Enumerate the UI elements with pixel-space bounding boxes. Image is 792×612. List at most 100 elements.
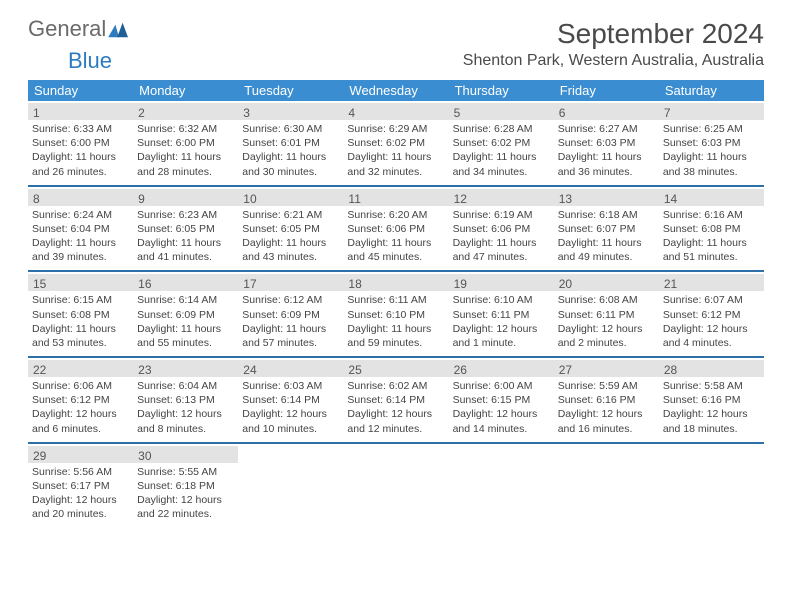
logo-mark-icon [108,21,130,39]
day-number: 4 [348,106,355,120]
weekday-header: Wednesday [343,80,448,101]
calendar-cell: 10 Sunrise: 6:21 AMSunset: 6:05 PMDayligh… [238,187,343,271]
day-number-strip: 16 [133,274,238,291]
day-number: 28 [664,363,677,377]
calendar-body: 1Sunrise: 6:33 AMSunset: 6:00 PMDaylight… [28,101,764,527]
day-details: Sunrise: 5:56 AMSunset: 6:17 PMDaylight:… [32,465,129,522]
day-number: 1 [33,106,40,120]
day-number-strip: 24 [238,360,343,377]
day-number: 19 [454,277,467,291]
calendar-cell [659,444,764,528]
day-number: 14 [664,192,677,206]
calendar-cell: 12 Sunrise: 6:19 AMSunset: 6:06 PMDayligh… [449,187,554,271]
calendar-header-row: SundayMondayTuesdayWednesdayThursdayFrid… [28,80,764,101]
calendar-cell: 6Sunrise: 6:27 AMSunset: 6:03 PMDaylight… [554,101,659,185]
day-details: Sunrise: 6:18 AMSunset: 6:07 PMDaylight:… [558,208,655,265]
day-details: Sunrise: 6:20 AMSunset: 6:06 PMDaylight:… [347,208,444,265]
calendar-cell: 15 Sunrise: 6:15 AMSunset: 6:08 PMDayligh… [28,272,133,356]
logo: General [28,18,130,40]
day-number-strip: 22 [28,360,133,377]
day-number: 9 [138,192,145,206]
calendar-cell: 1Sunrise: 6:33 AMSunset: 6:00 PMDaylight… [28,101,133,185]
day-details: Sunrise: 6:04 AMSunset: 6:13 PMDaylight:… [137,379,234,436]
day-number-strip: 20 [554,274,659,291]
day-number-strip: 25 [343,360,448,377]
weekday-header: Saturday [659,80,764,101]
calendar-cell: 14 Sunrise: 6:16 AMSunset: 6:08 PMDayligh… [659,187,764,271]
day-number-strip: 26 [449,360,554,377]
calendar-cell: 29 Sunrise: 5:56 AMSunset: 6:17 PMDayligh… [28,444,133,528]
calendar-cell: 26 Sunrise: 6:00 AMSunset: 6:15 PMDayligh… [449,358,554,442]
day-number: 17 [243,277,256,291]
day-details: Sunrise: 6:06 AMSunset: 6:12 PMDaylight:… [32,379,129,436]
day-number-strip: 9 [133,189,238,206]
calendar-cell: 24 Sunrise: 6:03 AMSunset: 6:14 PMDayligh… [238,358,343,442]
day-number: 16 [138,277,151,291]
day-number-strip: 29 [28,446,133,463]
calendar-cell [554,444,659,528]
day-number: 21 [664,277,677,291]
day-number: 24 [243,363,256,377]
calendar-cell: 7 Sunrise: 6:25 AMSunset: 6:03 PMDaylight… [659,101,764,185]
day-number: 7 [664,106,671,120]
day-details: Sunrise: 6:32 AMSunset: 6:00 PMDaylight:… [137,122,234,179]
day-details: Sunrise: 6:08 AMSunset: 6:11 PMDaylight:… [558,293,655,350]
day-number: 20 [559,277,572,291]
day-number: 3 [243,106,250,120]
weekday-header: Thursday [449,80,554,101]
calendar-row: 22 Sunrise: 6:06 AMSunset: 6:12 PMDayligh… [28,358,764,444]
day-details: Sunrise: 6:19 AMSunset: 6:06 PMDaylight:… [453,208,550,265]
day-number-strip: 6 [554,103,659,120]
day-number: 30 [138,449,151,463]
day-number-strip: 14 [659,189,764,206]
day-number-strip: 8 [28,189,133,206]
day-number: 6 [559,106,566,120]
day-number-strip: 10 [238,189,343,206]
day-number: 10 [243,192,256,206]
day-number-strip: 19 [449,274,554,291]
calendar-cell: 16 Sunrise: 6:14 AMSunset: 6:09 PMDayligh… [133,272,238,356]
calendar-cell: 20 Sunrise: 6:08 AMSunset: 6:11 PMDayligh… [554,272,659,356]
day-number-strip: 23 [133,360,238,377]
calendar-cell: 8 Sunrise: 6:24 AMSunset: 6:04 PMDaylight… [28,187,133,271]
day-details: Sunrise: 6:23 AMSunset: 6:05 PMDaylight:… [137,208,234,265]
day-details: Sunrise: 6:15 AMSunset: 6:08 PMDaylight:… [32,293,129,350]
day-details: Sunrise: 6:14 AMSunset: 6:09 PMDaylight:… [137,293,234,350]
day-number-strip: 18 [343,274,448,291]
weekday-header: Sunday [28,80,133,101]
day-details: Sunrise: 6:16 AMSunset: 6:08 PMDaylight:… [663,208,760,265]
day-number: 15 [33,277,46,291]
day-details: Sunrise: 5:58 AMSunset: 6:16 PMDaylight:… [663,379,760,436]
day-number-strip: 12 [449,189,554,206]
day-details: Sunrise: 6:00 AMSunset: 6:15 PMDaylight:… [453,379,550,436]
calendar-cell: 22 Sunrise: 6:06 AMSunset: 6:12 PMDayligh… [28,358,133,442]
day-number: 23 [138,363,151,377]
day-details: Sunrise: 6:07 AMSunset: 6:12 PMDaylight:… [663,293,760,350]
day-details: Sunrise: 6:11 AMSunset: 6:10 PMDaylight:… [347,293,444,350]
day-details: Sunrise: 6:28 AMSunset: 6:02 PMDaylight:… [453,122,550,179]
day-number: 25 [348,363,361,377]
day-number-strip: 4 [343,103,448,120]
day-number: 12 [454,192,467,206]
title-block: September 2024 Shenton Park, Western Aus… [463,18,764,70]
location: Shenton Park, Western Australia, Austral… [463,52,764,70]
calendar-row: 15 Sunrise: 6:15 AMSunset: 6:08 PMDayligh… [28,272,764,358]
calendar-cell: 28 Sunrise: 5:58 AMSunset: 6:16 PMDayligh… [659,358,764,442]
calendar-cell: 18 Sunrise: 6:11 AMSunset: 6:10 PMDayligh… [343,272,448,356]
calendar-cell: 9 Sunrise: 6:23 AMSunset: 6:05 PMDaylight… [133,187,238,271]
day-number: 27 [559,363,572,377]
logo-text-general: General [28,18,106,40]
calendar-cell: 23 Sunrise: 6:04 AMSunset: 6:13 PMDayligh… [133,358,238,442]
calendar-cell [343,444,448,528]
weekday-header: Friday [554,80,659,101]
day-number-strip: 5 [449,103,554,120]
day-details: Sunrise: 5:55 AMSunset: 6:18 PMDaylight:… [137,465,234,522]
day-details: Sunrise: 6:24 AMSunset: 6:04 PMDaylight:… [32,208,129,265]
day-details: Sunrise: 6:25 AMSunset: 6:03 PMDaylight:… [663,122,760,179]
day-details: Sunrise: 6:03 AMSunset: 6:14 PMDaylight:… [242,379,339,436]
day-number-strip: 7 [659,103,764,120]
calendar-cell: 21 Sunrise: 6:07 AMSunset: 6:12 PMDayligh… [659,272,764,356]
day-details: Sunrise: 6:21 AMSunset: 6:05 PMDaylight:… [242,208,339,265]
day-number-strip: 27 [554,360,659,377]
calendar-cell: 4Sunrise: 6:29 AMSunset: 6:02 PMDaylight… [343,101,448,185]
